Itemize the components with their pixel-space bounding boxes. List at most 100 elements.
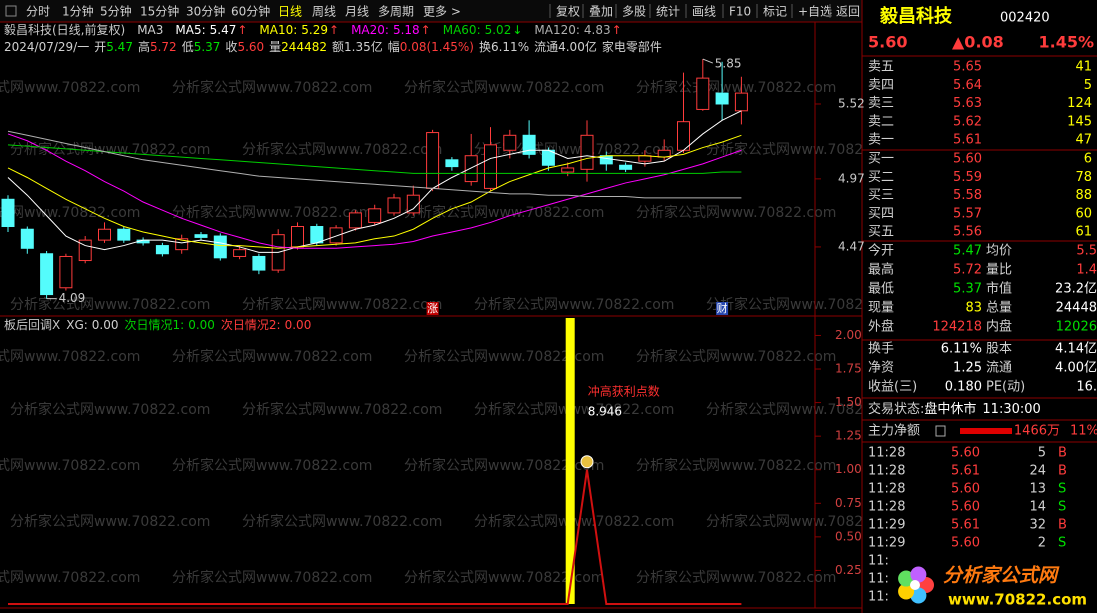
trade-price: 5.60	[951, 500, 980, 515]
watermark: 分析家公式网www.70822.com	[636, 348, 836, 365]
book-label: 卖四	[868, 78, 894, 93]
ma-value: 5.02	[485, 23, 512, 37]
event-marker[interactable]: 财	[717, 301, 728, 315]
toolbar-button[interactable]: 叠加	[589, 5, 613, 19]
stat-value: 0.180	[945, 380, 982, 395]
watermark: 分析家公式网www.70822.com	[10, 401, 210, 418]
period-tab[interactable]: 周线	[312, 5, 336, 19]
main-net-bar	[960, 428, 1012, 434]
toolbar-icon[interactable]	[5, 5, 17, 17]
period-tab[interactable]: 60分钟	[231, 4, 270, 19]
period-tab[interactable]: 日线	[278, 5, 302, 19]
candle-body	[599, 155, 613, 165]
stat-value: 24448	[1056, 301, 1097, 316]
watermark: 分析家公式网www.70822.com	[706, 401, 906, 418]
watermark: 分析家公式网www.70822.com	[242, 401, 442, 418]
stat-value: 12026	[1056, 320, 1097, 335]
period-tab[interactable]: 更多 >	[423, 5, 461, 19]
info-label: 家电零部件	[602, 39, 662, 54]
main-net-icon[interactable]	[935, 425, 946, 437]
candle-body	[20, 228, 34, 249]
candle-body	[522, 134, 536, 155]
toolbar-button[interactable]: 多股	[622, 5, 646, 19]
logo-url: www.70822.com	[948, 591, 1087, 609]
y-tick-label: 1.75	[835, 362, 862, 376]
watermark: 分析家公式网www.70822.com	[172, 457, 372, 474]
candle-body	[734, 92, 748, 112]
ma-arrow: ↓	[512, 23, 522, 37]
watermark: 分析家公式网www.70822.com	[404, 348, 604, 365]
candle-body	[503, 134, 517, 151]
trade-side: B	[1058, 518, 1067, 533]
event-marker[interactable]: 涨	[427, 302, 438, 315]
stat-label: 内盘	[986, 319, 1012, 335]
ma-name: MA60:	[443, 23, 481, 37]
status-value: 盘中休市	[924, 401, 976, 417]
trade-time: 11:29	[868, 518, 905, 533]
stat-value: 23.2亿	[1055, 282, 1097, 297]
trade-time: 11:28	[868, 482, 905, 497]
toolbar-button[interactable]: 复权	[556, 5, 580, 19]
watermark: 分析家公式网www.70822.com	[706, 296, 906, 313]
period-tab[interactable]: 1分钟	[62, 4, 94, 19]
trade-time: 11:	[868, 572, 889, 587]
period-tab[interactable]: 多周期	[378, 5, 414, 19]
trade-side: S	[1058, 482, 1066, 497]
candle-body	[78, 239, 92, 262]
trade-time: 11:	[868, 590, 889, 605]
candle-body	[252, 255, 266, 271]
logo-petal	[910, 566, 927, 583]
period-tab[interactable]: 15分钟	[140, 4, 179, 19]
trade-volume: 32	[1029, 518, 1046, 533]
book-volume: 145	[1067, 114, 1092, 129]
stat-label: 股本	[986, 342, 1012, 357]
book-price: 5.60	[953, 152, 982, 167]
extreme-label: 4.09	[59, 291, 86, 305]
plot-area	[8, 318, 742, 605]
stat-label: 外盘	[868, 319, 894, 335]
trade-volume: 24	[1029, 464, 1046, 479]
watermark: 分析家公式网www.70822.com	[636, 457, 836, 474]
stat-value: 5.5	[1076, 244, 1097, 259]
period-tab[interactable]: 5分钟	[100, 4, 132, 19]
trade-volume: 13	[1029, 482, 1046, 497]
toolbar-button[interactable]: +自选	[798, 5, 832, 19]
trade-time: 11:29	[868, 536, 905, 551]
candle-body	[213, 235, 227, 259]
event-marker-bg[interactable]	[716, 302, 729, 315]
watermark: 分析家公式网www.70822.com	[242, 513, 442, 530]
toolbar-button[interactable]: F10	[729, 5, 751, 19]
trade-status: 交易状态:盘中休市 11:30:00	[868, 401, 1041, 417]
trade-time: 11:28	[868, 500, 905, 515]
toolbar-button[interactable]: 统计	[656, 5, 680, 19]
stock-title: 毅昌科技(日线,前复权)	[4, 22, 125, 37]
ma-name: MA20:	[351, 23, 389, 37]
stat-label: 市值	[986, 281, 1012, 297]
toolbar-button[interactable]: 画线	[692, 5, 716, 19]
toolbar-button[interactable]: 标记	[763, 5, 787, 19]
book-label: 买二	[868, 170, 894, 185]
stat-label: 最高	[868, 262, 894, 278]
period-tab[interactable]: 月线	[345, 5, 369, 19]
watermark: 分析家公式网www.70822.com	[636, 79, 836, 96]
info-label: 开	[94, 40, 106, 54]
signal-bar	[565, 318, 575, 604]
candle-body	[40, 253, 54, 296]
extreme-pointer	[702, 58, 713, 64]
candle-body	[445, 159, 459, 168]
watermark-layer: 分析家公式网www.70822.com 分析家公式网www.70822.com 分析…	[0, 79, 906, 586]
book-volume: 47	[1075, 133, 1092, 148]
stat-value: 124218	[932, 320, 982, 335]
stat-label: 现量	[868, 301, 894, 316]
period-tab[interactable]: 分时	[26, 5, 50, 19]
info-value: 6.11%	[491, 40, 529, 54]
toolbar-button[interactable]: 返回	[836, 5, 860, 19]
event-marker-bg[interactable]	[426, 302, 439, 315]
trade-volume: 2	[1038, 536, 1046, 551]
stat-value: 4.14亿	[1055, 342, 1097, 357]
candle-body	[484, 144, 497, 189]
candle-body	[175, 238, 189, 251]
book-label: 卖三	[868, 96, 894, 111]
period-tab[interactable]: 30分钟	[186, 4, 225, 19]
candle-body	[329, 227, 343, 244]
